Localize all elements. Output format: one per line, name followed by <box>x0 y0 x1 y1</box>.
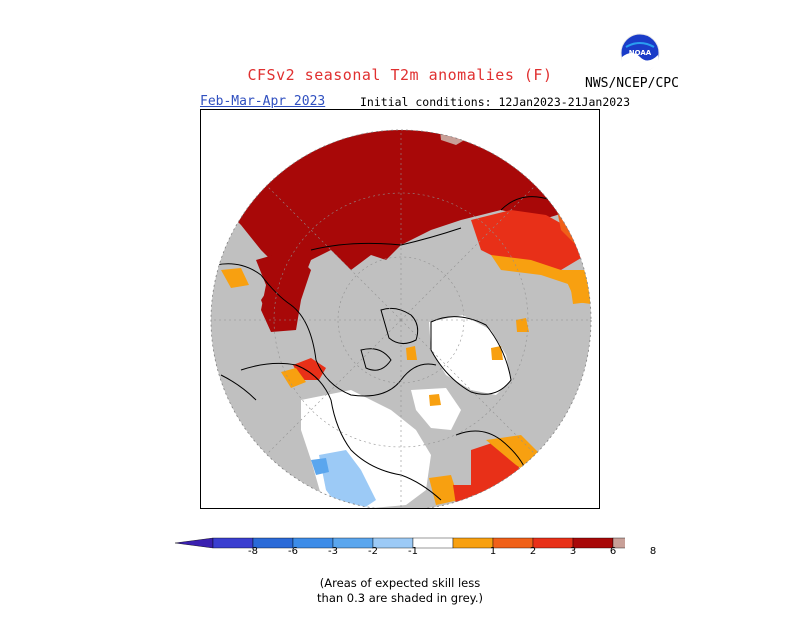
anomaly-region-orange-bit4 <box>429 394 441 406</box>
legend-tick-label: 2 <box>529 546 537 557</box>
legend-bin-6 <box>412 537 454 549</box>
skill-note-line2: than 0.3 are shaded in grey.) <box>317 591 483 605</box>
polar-map-svg <box>210 129 592 508</box>
chart-title: CFSv2 seasonal T2m anomalies (F) <box>247 66 553 84</box>
graticule <box>211 130 591 508</box>
legend-tick-label: 1 <box>489 546 497 557</box>
anomaly-region-pink <box>439 130 473 145</box>
anomaly-region-blue <box>319 450 376 508</box>
noaa-logo: NOAA <box>620 33 660 73</box>
legend-tick-label: 6 <box>609 546 617 557</box>
legend-bin-1 <box>212 537 254 549</box>
legend-colorbar <box>174 534 654 564</box>
anomaly-region-orange-west <box>221 268 249 288</box>
anomaly-map <box>200 109 600 509</box>
noaa-logo-text: NOAA <box>629 49 652 57</box>
legend-tick-label: -3 <box>328 546 338 557</box>
anomaly-region-orange-bit3 <box>516 318 529 332</box>
anomaly-region-dark-red-north <box>231 130 573 325</box>
globe-outline <box>210 129 592 508</box>
legend-tick-label: -1 <box>408 546 418 557</box>
agency-label: NWS/NCEP/CPC <box>585 76 679 91</box>
legend-bin-2 <box>252 537 294 549</box>
anomaly-region-orange-bit5 <box>571 288 589 304</box>
legend-bin-9 <box>532 537 574 549</box>
legend-bin-5 <box>372 537 414 549</box>
legend-tick-label: -2 <box>368 546 378 557</box>
anomaly-region-dark-red-west <box>256 250 311 332</box>
legend-bin-0 <box>174 537 214 549</box>
skill-note-line1: (Areas of expected skill less <box>319 576 481 590</box>
legend-tick-label: 3 <box>569 546 577 557</box>
legend-bin-3 <box>292 537 334 549</box>
anomaly-region-blue-small <box>311 458 329 475</box>
anomaly-region-alaska-orange <box>281 368 306 388</box>
forecast-period: Feb-Mar-Apr 2023 <box>200 94 326 109</box>
anomaly-region-orange-east <box>471 210 586 270</box>
anomaly-region-orange-se <box>429 475 459 505</box>
legend-bin-4 <box>332 537 374 549</box>
legend-bin-10 <box>572 537 614 549</box>
legend-bin-8 <box>492 537 534 549</box>
anomaly-region-orange-bit1 <box>406 346 417 360</box>
anomaly-region-red-se <box>453 485 473 505</box>
initial-conditions: Initial conditions: 12Jan2023-21Jan2023 <box>360 95 631 109</box>
colorbar-svg <box>174 537 654 549</box>
skill-note: (Areas of expected skill less than 0.3 a… <box>0 576 800 606</box>
legend-tick-label: -8 <box>248 546 258 557</box>
legend-bin-7 <box>452 537 494 549</box>
anomaly-region-orange-bit2 <box>491 346 503 360</box>
anomaly-region-white-canada <box>411 388 461 430</box>
legend-tick-label: -6 <box>288 546 298 557</box>
legend-tick-label: 8 <box>649 546 657 557</box>
